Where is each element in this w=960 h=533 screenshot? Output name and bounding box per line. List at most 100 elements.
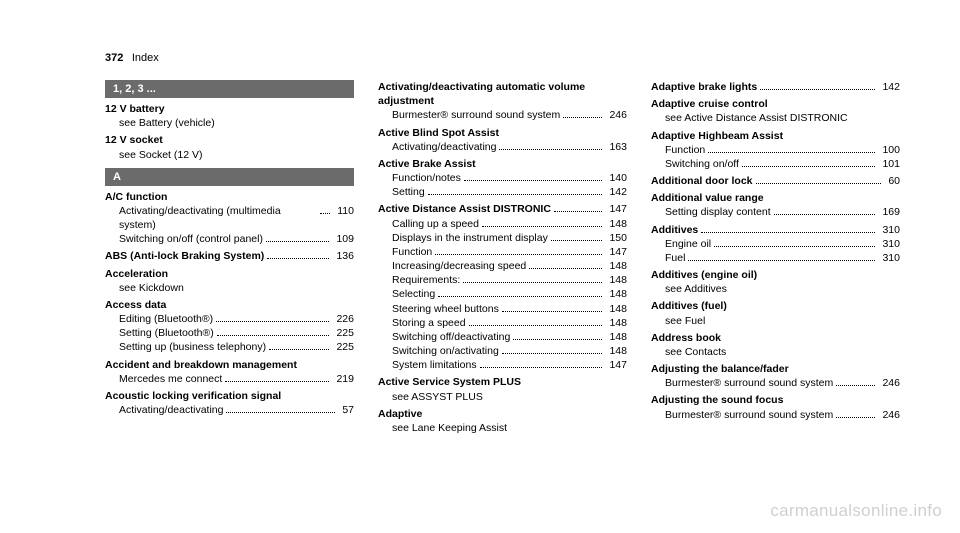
entry-title: Adjusting the sound focus	[651, 393, 900, 407]
entry-subline: Burmester® surround sound system246	[651, 376, 900, 390]
index-entry: Address book see Contacts	[651, 331, 900, 359]
leader-dots	[836, 378, 875, 386]
entry-title: Additives (fuel)	[651, 299, 900, 313]
entry-page: 109	[332, 232, 354, 246]
entry-page: 226	[332, 312, 354, 326]
page-number: 372	[105, 52, 123, 64]
entry-label: Setting display content	[665, 205, 771, 219]
entry-page: 225	[332, 340, 354, 354]
index-entry: Additional value range Setting display c…	[651, 191, 900, 219]
entry-title: Adaptive Highbeam Assist	[651, 129, 900, 143]
index-entry: Adaptive see Lane Keeping Assist	[378, 407, 627, 435]
entry-page: 148	[605, 217, 627, 231]
index-columns: 1, 2, 3 ... 12 V battery see Battery (ve…	[105, 80, 900, 438]
leader-dots	[463, 275, 602, 283]
index-entry: ABS (Anti-lock Braking System)136	[105, 249, 354, 263]
entry-subline: Increasing/decreasing speed148	[378, 259, 627, 273]
entry-page: 142	[605, 185, 627, 199]
index-entry: Acceleration see Kickdown	[105, 267, 354, 295]
entry-title: Accident and breakdown management	[105, 358, 354, 372]
entry-page: 219	[332, 372, 354, 386]
entry-page: 148	[605, 273, 627, 287]
leader-dots	[320, 205, 330, 213]
entry-title: Adaptive brake lights	[651, 80, 757, 94]
entry-subline: Burmester® surround sound system246	[378, 108, 627, 122]
leader-dots	[217, 328, 330, 336]
entry-page: 142	[878, 80, 900, 94]
entry-subline: Displays in the instrument display150	[378, 231, 627, 245]
entry-page: 136	[332, 249, 354, 263]
entry-label: Steering wheel buttons	[392, 302, 499, 316]
entry-subline: Setting up (business telephony) 225	[105, 340, 354, 354]
leader-dots	[502, 346, 603, 354]
entry-see-ref: see Fuel	[651, 314, 900, 328]
index-entry: Adjusting the sound focus Burmester® sur…	[651, 393, 900, 421]
leader-dots	[435, 247, 602, 255]
leader-dots	[428, 187, 603, 195]
leader-dots	[701, 224, 875, 232]
leader-dots	[216, 314, 329, 322]
entry-subline: Function 100	[651, 143, 900, 157]
leader-dots	[760, 82, 875, 90]
entry-subline: Engine oil310	[651, 237, 900, 251]
index-page: 372 Index 1, 2, 3 ... 12 V battery see B…	[0, 0, 960, 458]
entry-title-line: Active Distance Assist DISTRONIC147	[378, 202, 627, 216]
entry-page: 60	[884, 174, 900, 188]
entry-title: Additional door lock	[651, 174, 753, 188]
entry-page: 310	[878, 237, 900, 251]
entry-label: Selecting	[392, 287, 435, 301]
entry-page: 246	[878, 408, 900, 422]
leader-dots	[438, 289, 602, 297]
entry-subline: Fuel 310	[651, 251, 900, 265]
entry-title: Adaptive cruise control	[651, 97, 900, 111]
entry-title: Acoustic locking verification signal	[105, 389, 354, 403]
entry-subline: Activating/deactivating (multimedia syst…	[105, 204, 354, 232]
entry-title-line: Additives 310	[651, 223, 900, 237]
index-entry: Activating/deactivating automatic volume…	[378, 80, 627, 123]
entry-subline: Editing (Bluetooth®) 226	[105, 312, 354, 326]
leader-dots	[469, 317, 603, 325]
entry-page: 140	[605, 171, 627, 185]
entry-page: 310	[878, 223, 900, 237]
entry-see-ref: see Battery (vehicle)	[105, 116, 354, 130]
entry-title: Additives	[651, 223, 698, 237]
entry-title-line: ABS (Anti-lock Braking System)136	[105, 249, 354, 263]
entry-page: 110	[333, 204, 354, 218]
entry-label: Burmester® surround sound system	[665, 408, 833, 422]
leader-dots	[836, 409, 875, 417]
entry-label: Switching off/deactivating	[392, 330, 510, 344]
entry-label: Function	[665, 143, 705, 157]
entry-title: Activating/deactivating automatic volume…	[378, 80, 627, 108]
leader-dots	[482, 218, 602, 226]
index-entry: Additives (fuel) see Fuel	[651, 299, 900, 327]
entry-subline: System limitations147	[378, 358, 627, 372]
entry-page: 148	[605, 287, 627, 301]
entry-page: 225	[332, 326, 354, 340]
entry-page: 101	[878, 157, 900, 171]
entry-title: Acceleration	[105, 267, 354, 281]
index-entry: Acoustic locking verification signal Act…	[105, 389, 354, 417]
entry-page: 147	[605, 245, 627, 259]
index-entry: Additives (engine oil) see Additives	[651, 268, 900, 296]
entry-subline: Function147	[378, 245, 627, 259]
entry-page: 148	[605, 302, 627, 316]
entry-label: Switching on/activating	[392, 344, 499, 358]
leader-dots	[266, 234, 329, 242]
watermark: carmanualsonline.info	[770, 501, 942, 521]
entry-label: Setting up (business telephony)	[119, 340, 266, 354]
entry-page: 100	[878, 143, 900, 157]
entry-page: 310	[878, 251, 900, 265]
entry-label: Requirements:	[392, 273, 460, 287]
entry-label: Fuel	[665, 251, 685, 265]
entry-label: Editing (Bluetooth®)	[119, 312, 213, 326]
entry-label: System limitations	[392, 358, 477, 372]
column-1: 1, 2, 3 ... 12 V battery see Battery (ve…	[105, 80, 354, 438]
entry-see-ref: see Kickdown	[105, 281, 354, 295]
entry-subline: Steering wheel buttons 148	[378, 302, 627, 316]
entry-subline: Burmester® surround sound system 246	[651, 408, 900, 422]
index-entry: Adjusting the balance/fader Burmester® s…	[651, 362, 900, 390]
entry-see-ref: see Additives	[651, 282, 900, 296]
column-3: Adaptive brake lights 142 Adaptive cruise…	[651, 80, 900, 438]
entry-page: 148	[605, 344, 627, 358]
leader-dots	[688, 253, 875, 261]
